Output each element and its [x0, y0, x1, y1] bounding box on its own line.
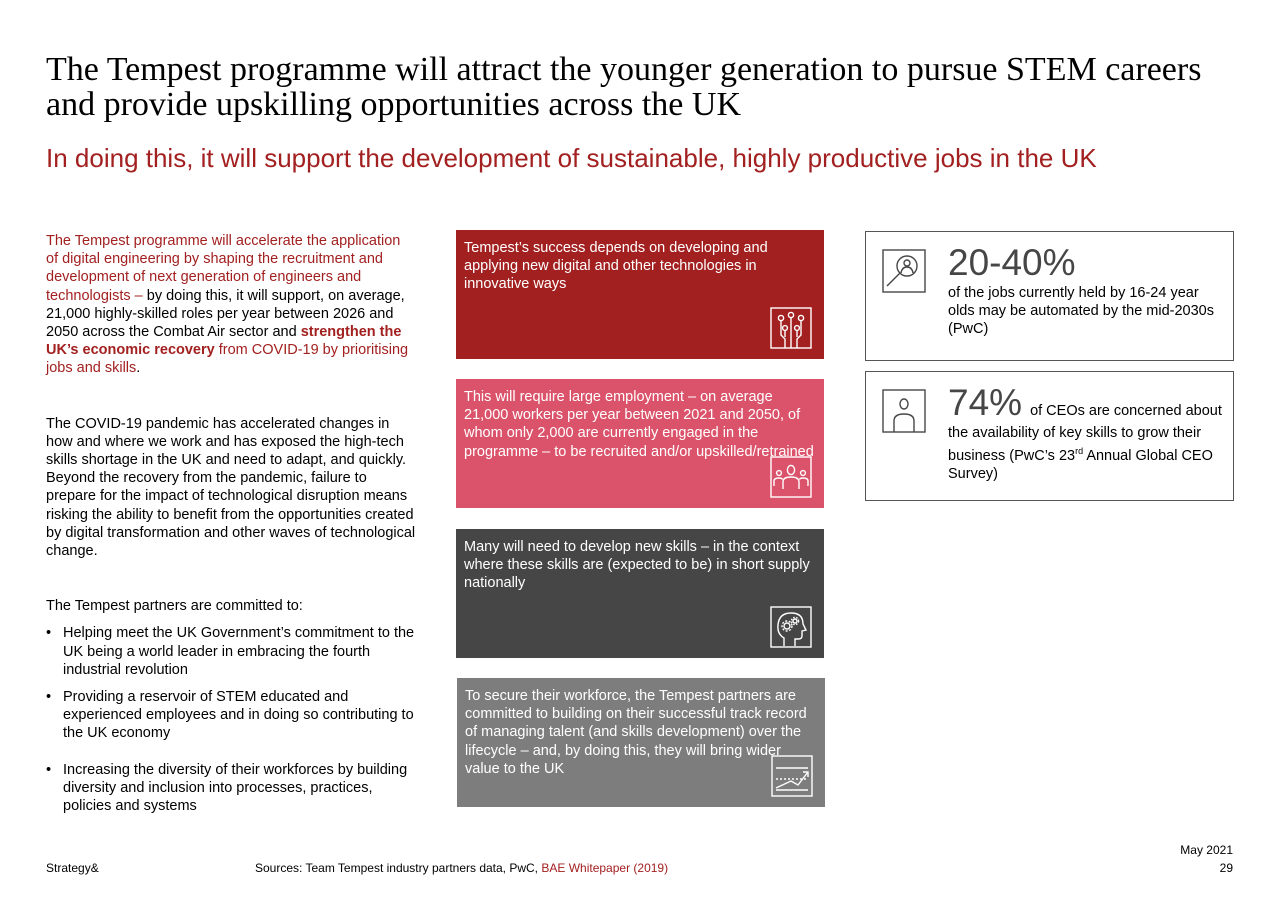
- intro-red-text: The Tempest programme will accelerate th…: [46, 233, 401, 304]
- intro-bold-text: strengthen the UK’s economic recovery: [46, 324, 402, 359]
- info-box-text: This will require large employment – on …: [464, 389, 814, 460]
- stat-card-automation: 20-40% of the jobs currently held by 16-…: [865, 231, 1234, 361]
- people-group-icon: [770, 456, 812, 498]
- intro-body-text: by doing this, it will support, on avera…: [46, 287, 405, 341]
- head-gears-icon: [770, 606, 812, 648]
- page-title: The Tempest programme will attract the y…: [46, 51, 1202, 123]
- footer-date: May 2021: [1180, 843, 1233, 857]
- stat-text: of the jobs currently held by 16-24 year…: [948, 285, 1214, 338]
- info-box-skills: Many will need to develop new skills – i…: [456, 529, 824, 658]
- circuit-icon: [770, 307, 812, 349]
- stat-text-a: of CEOs are concerned about the availabi…: [948, 403, 1222, 465]
- sources-link[interactable]: BAE Whitepaper (2019): [541, 861, 669, 875]
- sources-text: Sources: Team Tempest industry partners …: [255, 861, 542, 875]
- info-box-text: Many will need to develop new skills – i…: [464, 539, 810, 592]
- stat-text-b: Annual Global CEO Survey): [948, 448, 1213, 483]
- info-box-workforce: To secure their workforce, the Tempest p…: [457, 678, 825, 807]
- intro-period: .: [136, 360, 141, 377]
- commitment-list: Helping meet the UK Government’s commitm…: [46, 624, 416, 815]
- info-box-text: Tempest’s success depends on developing …: [464, 240, 768, 293]
- list-item: Helping meet the UK Government’s commitm…: [46, 624, 416, 679]
- stat-card-ceo-survey: 74% of CEOs are concerned about the avail…: [865, 371, 1234, 501]
- intro-paragraph: The Tempest programme will accelerate th…: [46, 232, 416, 378]
- growth-chart-icon: [771, 755, 813, 797]
- page-subtitle: In doing this, it will support the devel…: [46, 143, 1097, 173]
- person-search-icon: [882, 249, 926, 293]
- footer-brand: Strategy&: [46, 861, 99, 875]
- info-box-text: To secure their workforce, the Tempest p…: [465, 688, 807, 777]
- list-item: Providing a reservoir of STEM educated a…: [46, 688, 416, 743]
- page-number: 29: [1219, 861, 1233, 875]
- person-frame-icon: [882, 389, 926, 433]
- info-box-employment: This will require large employment – on …: [456, 379, 824, 508]
- stat-body: 74% of CEOs are concerned about the avail…: [948, 382, 1223, 483]
- footer-sources: Sources: Team Tempest industry partners …: [255, 861, 668, 875]
- left-column: The Tempest programme will accelerate th…: [46, 232, 416, 824]
- stat-body: 20-40% of the jobs currently held by 16-…: [948, 242, 1223, 339]
- list-item: Increasing the diversity of their workfo…: [46, 761, 416, 816]
- covid-paragraph: The COVID-19 pandemic has accelerated ch…: [46, 415, 416, 560]
- intro-red-end-text: from COVID-19 by prioritising jobs and s…: [46, 342, 409, 377]
- stat-value: 74%: [948, 382, 1023, 423]
- stat-superscript: rd: [1075, 446, 1084, 457]
- commitment-intro: The Tempest partners are committed to:: [46, 598, 303, 615]
- stat-value: 20-40%: [948, 242, 1076, 283]
- info-box-technology: Tempest’s success depends on developing …: [456, 230, 824, 359]
